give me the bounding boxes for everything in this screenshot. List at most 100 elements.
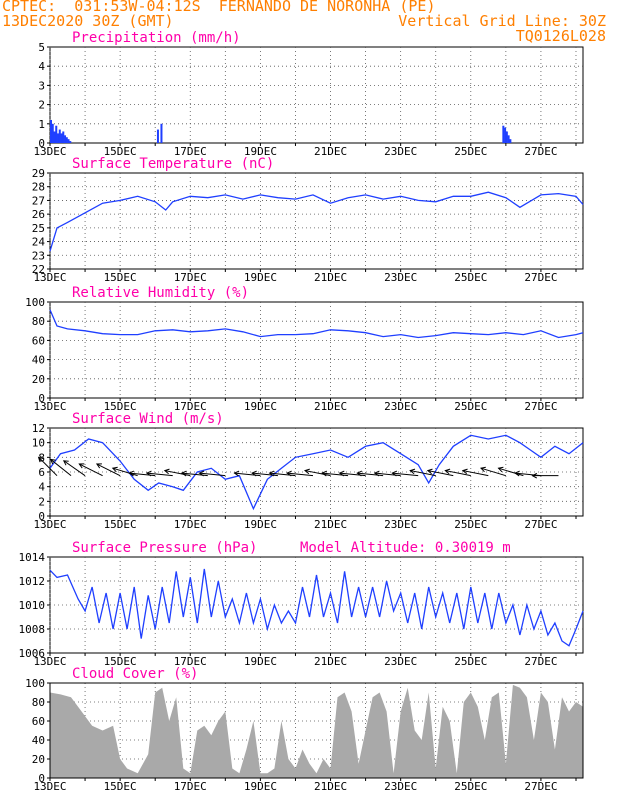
- wind-ytick-label: 0: [38, 510, 45, 523]
- precipitation-xtick-label: 13DEC: [33, 145, 66, 158]
- wind-vector-arrowhead: [373, 470, 380, 477]
- wind-xtick-label: 17DEC: [174, 518, 207, 531]
- precipitation-xtick-label: 15DEC: [104, 145, 137, 158]
- precipitation-xtick-label: 19DEC: [244, 145, 277, 158]
- wind-vector-arrowhead: [111, 466, 118, 473]
- wind-vector-arrowhead: [62, 460, 69, 466]
- pressure-ytick-label: 1014: [19, 551, 46, 564]
- humidity-xtick-label: 27DEC: [524, 400, 557, 413]
- wind-vector-arrow: [410, 470, 436, 477]
- wind-vector-arrowhead: [321, 470, 327, 477]
- cloud-cover-xtick-label: 17DEC: [174, 780, 207, 793]
- precipitation-panel: [47, 46, 584, 146]
- wind-vector-arrow: [322, 472, 349, 477]
- cloud-cover-ytick-label: 60: [32, 715, 45, 728]
- cloud-cover-xtick-label: 23DEC: [384, 780, 417, 793]
- wind-vector-arrow: [498, 467, 524, 477]
- cloud-cover-xtick-label: 15DEC: [104, 780, 137, 793]
- wind-vector-arrow: [304, 470, 331, 477]
- wind-vector-arrowhead: [480, 466, 486, 473]
- precipitation-bar: [51, 123, 54, 143]
- temperature-title: Surface Temperature (nC): [72, 156, 274, 172]
- precipitation-bar: [69, 141, 72, 143]
- pressure-title: Surface Pressure (hPa): [72, 540, 257, 556]
- date-header: 13DEC2020 30Z (GMT): [2, 12, 174, 30]
- wind-ytick-label: 4: [38, 481, 45, 494]
- temperature-xtick-label: 23DEC: [384, 271, 417, 284]
- wind-vector-arrowhead: [426, 468, 433, 475]
- humidity-xtick-label: 23DEC: [384, 400, 417, 413]
- precipitation-bar: [55, 125, 58, 143]
- wind-vector-arrowhead: [286, 470, 292, 477]
- pressure-ytick-label: 1008: [19, 623, 46, 636]
- wind-vector-arrowhead: [180, 470, 187, 477]
- humidity-line: [49, 309, 584, 339]
- wind-vector-arrowhead: [356, 470, 363, 477]
- precipitation-ytick-label: 5: [38, 41, 45, 54]
- pressure-subtitle: Model Altitude: 0.30019 m: [300, 540, 511, 556]
- cloud-cover-xtick-label: 27DEC: [524, 780, 557, 793]
- wind-frame: [49, 427, 584, 517]
- temperature-xtick-label: 25DEC: [454, 271, 487, 284]
- humidity-xtick-label: 13DEC: [33, 400, 66, 413]
- precipitation-ytick-label: 3: [38, 79, 45, 92]
- wind-vector-arrowhead: [128, 470, 135, 477]
- cloud-cover-xtick-label: 25DEC: [454, 780, 487, 793]
- precipitation-xtick-label: 21DEC: [314, 145, 347, 158]
- precipitation-xtick-label: 25DEC: [454, 145, 487, 158]
- precipitation-bar: [64, 135, 67, 143]
- station-header: CPTEC: 031:53W-04:12S FERNANDO DE NORONH…: [2, 0, 436, 15]
- precipitation-bar: [67, 139, 70, 143]
- precipitation-bar: [504, 127, 507, 143]
- precipitation-bar: [53, 131, 56, 143]
- temperature-frame: [49, 172, 584, 270]
- precipitation-xtick-label: 27DEC: [524, 145, 557, 158]
- cloud-cover-ytick-label: 100: [25, 677, 45, 690]
- wind-vector-arrow: [38, 456, 58, 477]
- precipitation-bar: [156, 129, 159, 143]
- humidity-ytick-label: 40: [32, 354, 45, 367]
- pressure-xtick-label: 15DEC: [104, 655, 137, 668]
- wind-vector-arrow: [480, 467, 506, 477]
- cloud-cover-frame-top: [49, 682, 584, 779]
- wind-vector-arrow: [199, 472, 226, 477]
- wind-vector-arrowhead: [497, 466, 504, 473]
- temperature-ytick-label: 28: [32, 181, 45, 194]
- temperature-ytick-label: 29: [32, 167, 45, 180]
- cloud-cover-xtick-label: 21DEC: [314, 780, 347, 793]
- wind-vector-arrow: [96, 463, 121, 477]
- precipitation-title: Precipitation (mm/h): [72, 30, 241, 46]
- temperature-ytick-label: 22: [32, 263, 45, 276]
- wind-vector-arrow: [462, 470, 489, 477]
- wind-title: Surface Wind (m/s): [72, 411, 224, 427]
- wind-vector-arrow: [50, 459, 72, 477]
- wind-vector-arrowhead: [163, 468, 170, 475]
- model-id: TQ0126L028: [515, 27, 606, 45]
- humidity-ytick-label: 100: [25, 296, 45, 309]
- wind-ytick-label: 8: [38, 451, 45, 464]
- wind-vector-arrowhead: [409, 468, 416, 475]
- cloud-cover-panel: [47, 682, 584, 781]
- wind-xtick-label: 19DEC: [244, 518, 277, 531]
- humidity-frame: [49, 301, 584, 399]
- wind-vector-arrow: [63, 460, 86, 477]
- pressure-ytick-label: 1006: [19, 647, 46, 660]
- precipitation-bar: [505, 131, 508, 143]
- precipitation-xtick-label: 17DEC: [174, 145, 207, 158]
- temperature-line: [49, 191, 584, 252]
- wind-vector-arrowhead: [514, 470, 520, 477]
- wind-ytick-label: 6: [38, 466, 45, 479]
- cloud-cover-title: Cloud Cover (%): [72, 666, 198, 682]
- wind-vector-arrowhead: [95, 463, 102, 469]
- temperature-xtick-label: 19DEC: [244, 271, 277, 284]
- pressure-frame: [49, 556, 584, 654]
- temperature-ytick-label: 26: [32, 208, 45, 221]
- humidity-xtick-label: 19DEC: [244, 400, 277, 413]
- precipitation-bar: [160, 123, 163, 143]
- wind-xtick-label: 23DEC: [384, 518, 417, 531]
- pressure-xtick-label: 23DEC: [384, 655, 417, 668]
- precipitation-ytick-label: 1: [38, 118, 45, 131]
- humidity-title: Relative Humidity (%): [72, 285, 249, 301]
- precipitation-bar: [62, 131, 65, 143]
